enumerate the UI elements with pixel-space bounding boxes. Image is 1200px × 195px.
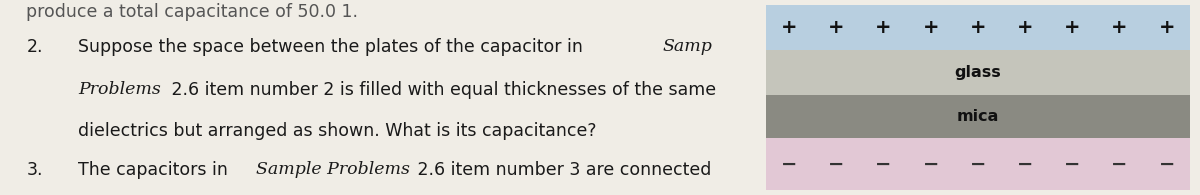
Text: The capacitors in: The capacitors in [78, 161, 233, 179]
Text: Samp: Samp [662, 38, 713, 55]
Text: −: − [970, 155, 986, 174]
Bar [766, 50, 1190, 95]
Text: −: − [828, 155, 845, 174]
Text: +: + [828, 18, 845, 37]
Text: Problems: Problems [78, 81, 161, 98]
Text: 2.6 item number 2 is filled with equal thicknesses of the same: 2.6 item number 2 is filled with equal t… [166, 81, 715, 99]
Text: −: − [1159, 155, 1175, 174]
Text: −: − [923, 155, 938, 174]
Text: Suppose the space between the plates of the capacitor in: Suppose the space between the plates of … [78, 38, 588, 56]
Text: +: + [1158, 18, 1175, 37]
Text: −: − [781, 155, 797, 174]
Text: −: − [1018, 155, 1033, 174]
Text: +: + [875, 18, 892, 37]
Text: 2.6 item number 3 are connected: 2.6 item number 3 are connected [412, 161, 710, 179]
Bar [766, 5, 1190, 50]
Text: dielectrics but arranged as shown. What is its capacitance?: dielectrics but arranged as shown. What … [78, 122, 596, 140]
Text: glass: glass [955, 65, 1001, 80]
Bar [766, 95, 1190, 138]
Text: +: + [970, 18, 986, 37]
Text: −: − [1111, 155, 1128, 174]
Text: 2.: 2. [26, 38, 43, 56]
Text: +: + [1016, 18, 1033, 37]
Text: +: + [1111, 18, 1128, 37]
Text: +: + [1064, 18, 1081, 37]
Text: mica: mica [956, 109, 1000, 124]
Text: produce a total capacitance of 50.0 1.: produce a total capacitance of 50.0 1. [26, 3, 359, 21]
Text: Sample Problems: Sample Problems [256, 161, 409, 178]
Text: +: + [923, 18, 940, 37]
Text: −: − [876, 155, 892, 174]
Text: 3.: 3. [26, 161, 43, 179]
Text: +: + [781, 18, 798, 37]
Text: −: − [1064, 155, 1080, 174]
Bar [766, 138, 1190, 190]
